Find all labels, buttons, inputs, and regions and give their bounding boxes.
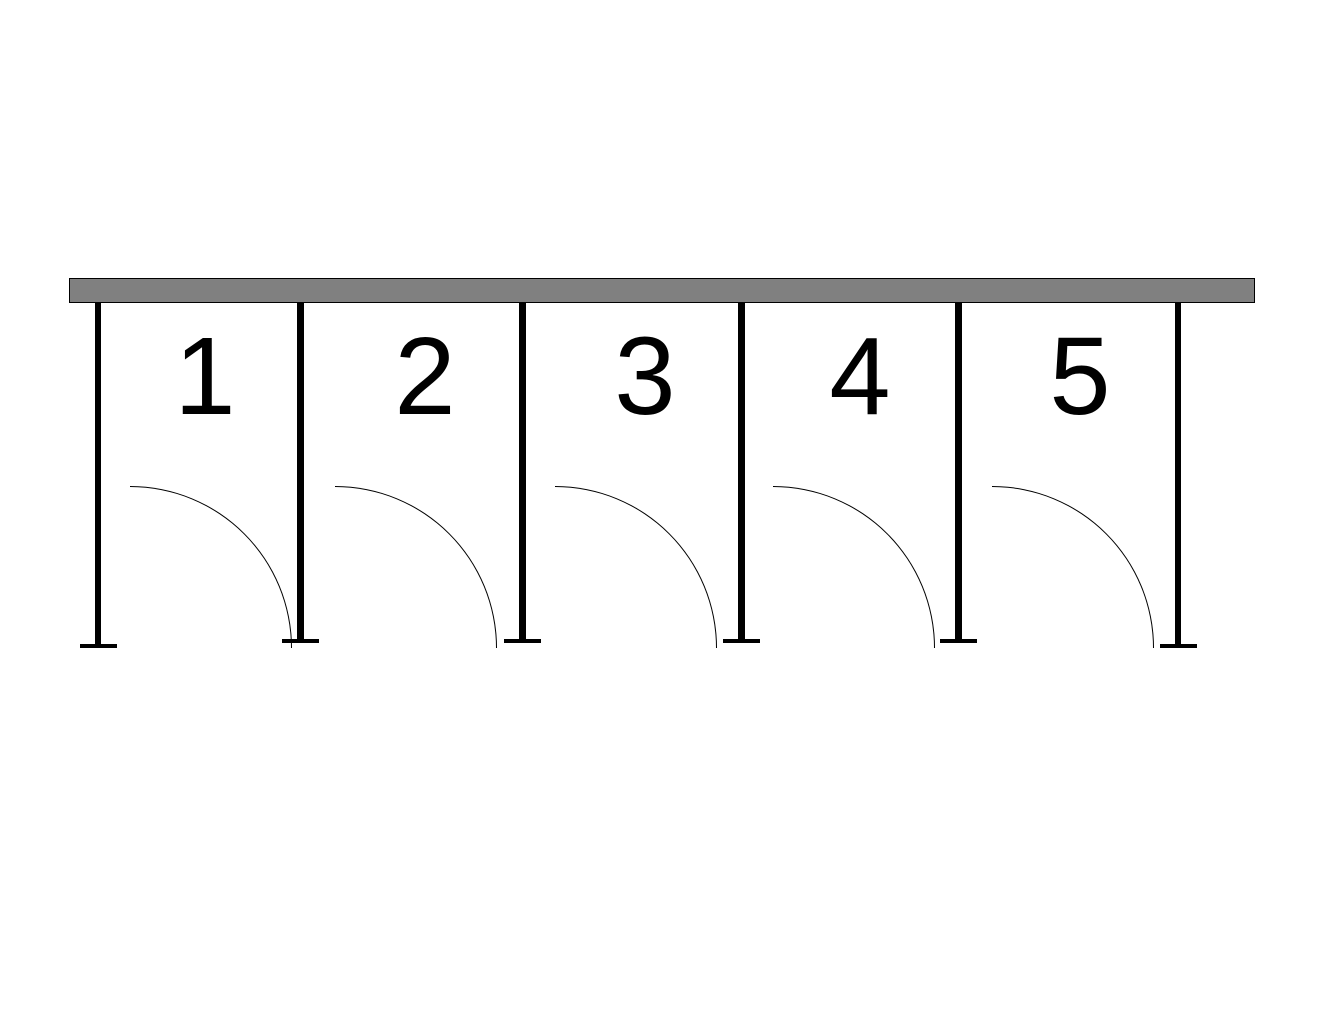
wall-1 bbox=[297, 303, 304, 643]
wall-4 bbox=[955, 303, 962, 643]
door-arc-0 bbox=[130, 486, 292, 648]
door-arc-1 bbox=[335, 486, 497, 648]
wall-foot-0 bbox=[80, 644, 117, 648]
wall-3 bbox=[738, 303, 745, 643]
wall-foot-2 bbox=[504, 639, 541, 643]
wall-foot-5 bbox=[1160, 644, 1197, 648]
wall-foot-3 bbox=[723, 639, 760, 643]
stall-label-4: 5 bbox=[1020, 322, 1140, 432]
stall-label-1: 2 bbox=[365, 322, 485, 432]
door-arc-3 bbox=[773, 486, 935, 648]
door-arc-4 bbox=[992, 486, 1154, 648]
wall-foot-4 bbox=[940, 639, 977, 643]
wall-0 bbox=[95, 303, 101, 648]
wall-2 bbox=[519, 303, 526, 643]
wall-5 bbox=[1175, 303, 1181, 648]
stall-label-0: 1 bbox=[145, 322, 265, 432]
floorplan-canvas: 1 2 3 4 5 bbox=[0, 0, 1325, 1024]
top-bar bbox=[69, 278, 1255, 303]
door-arc-2 bbox=[555, 486, 717, 648]
stall-label-2: 3 bbox=[585, 322, 705, 432]
stall-label-3: 4 bbox=[800, 322, 920, 432]
